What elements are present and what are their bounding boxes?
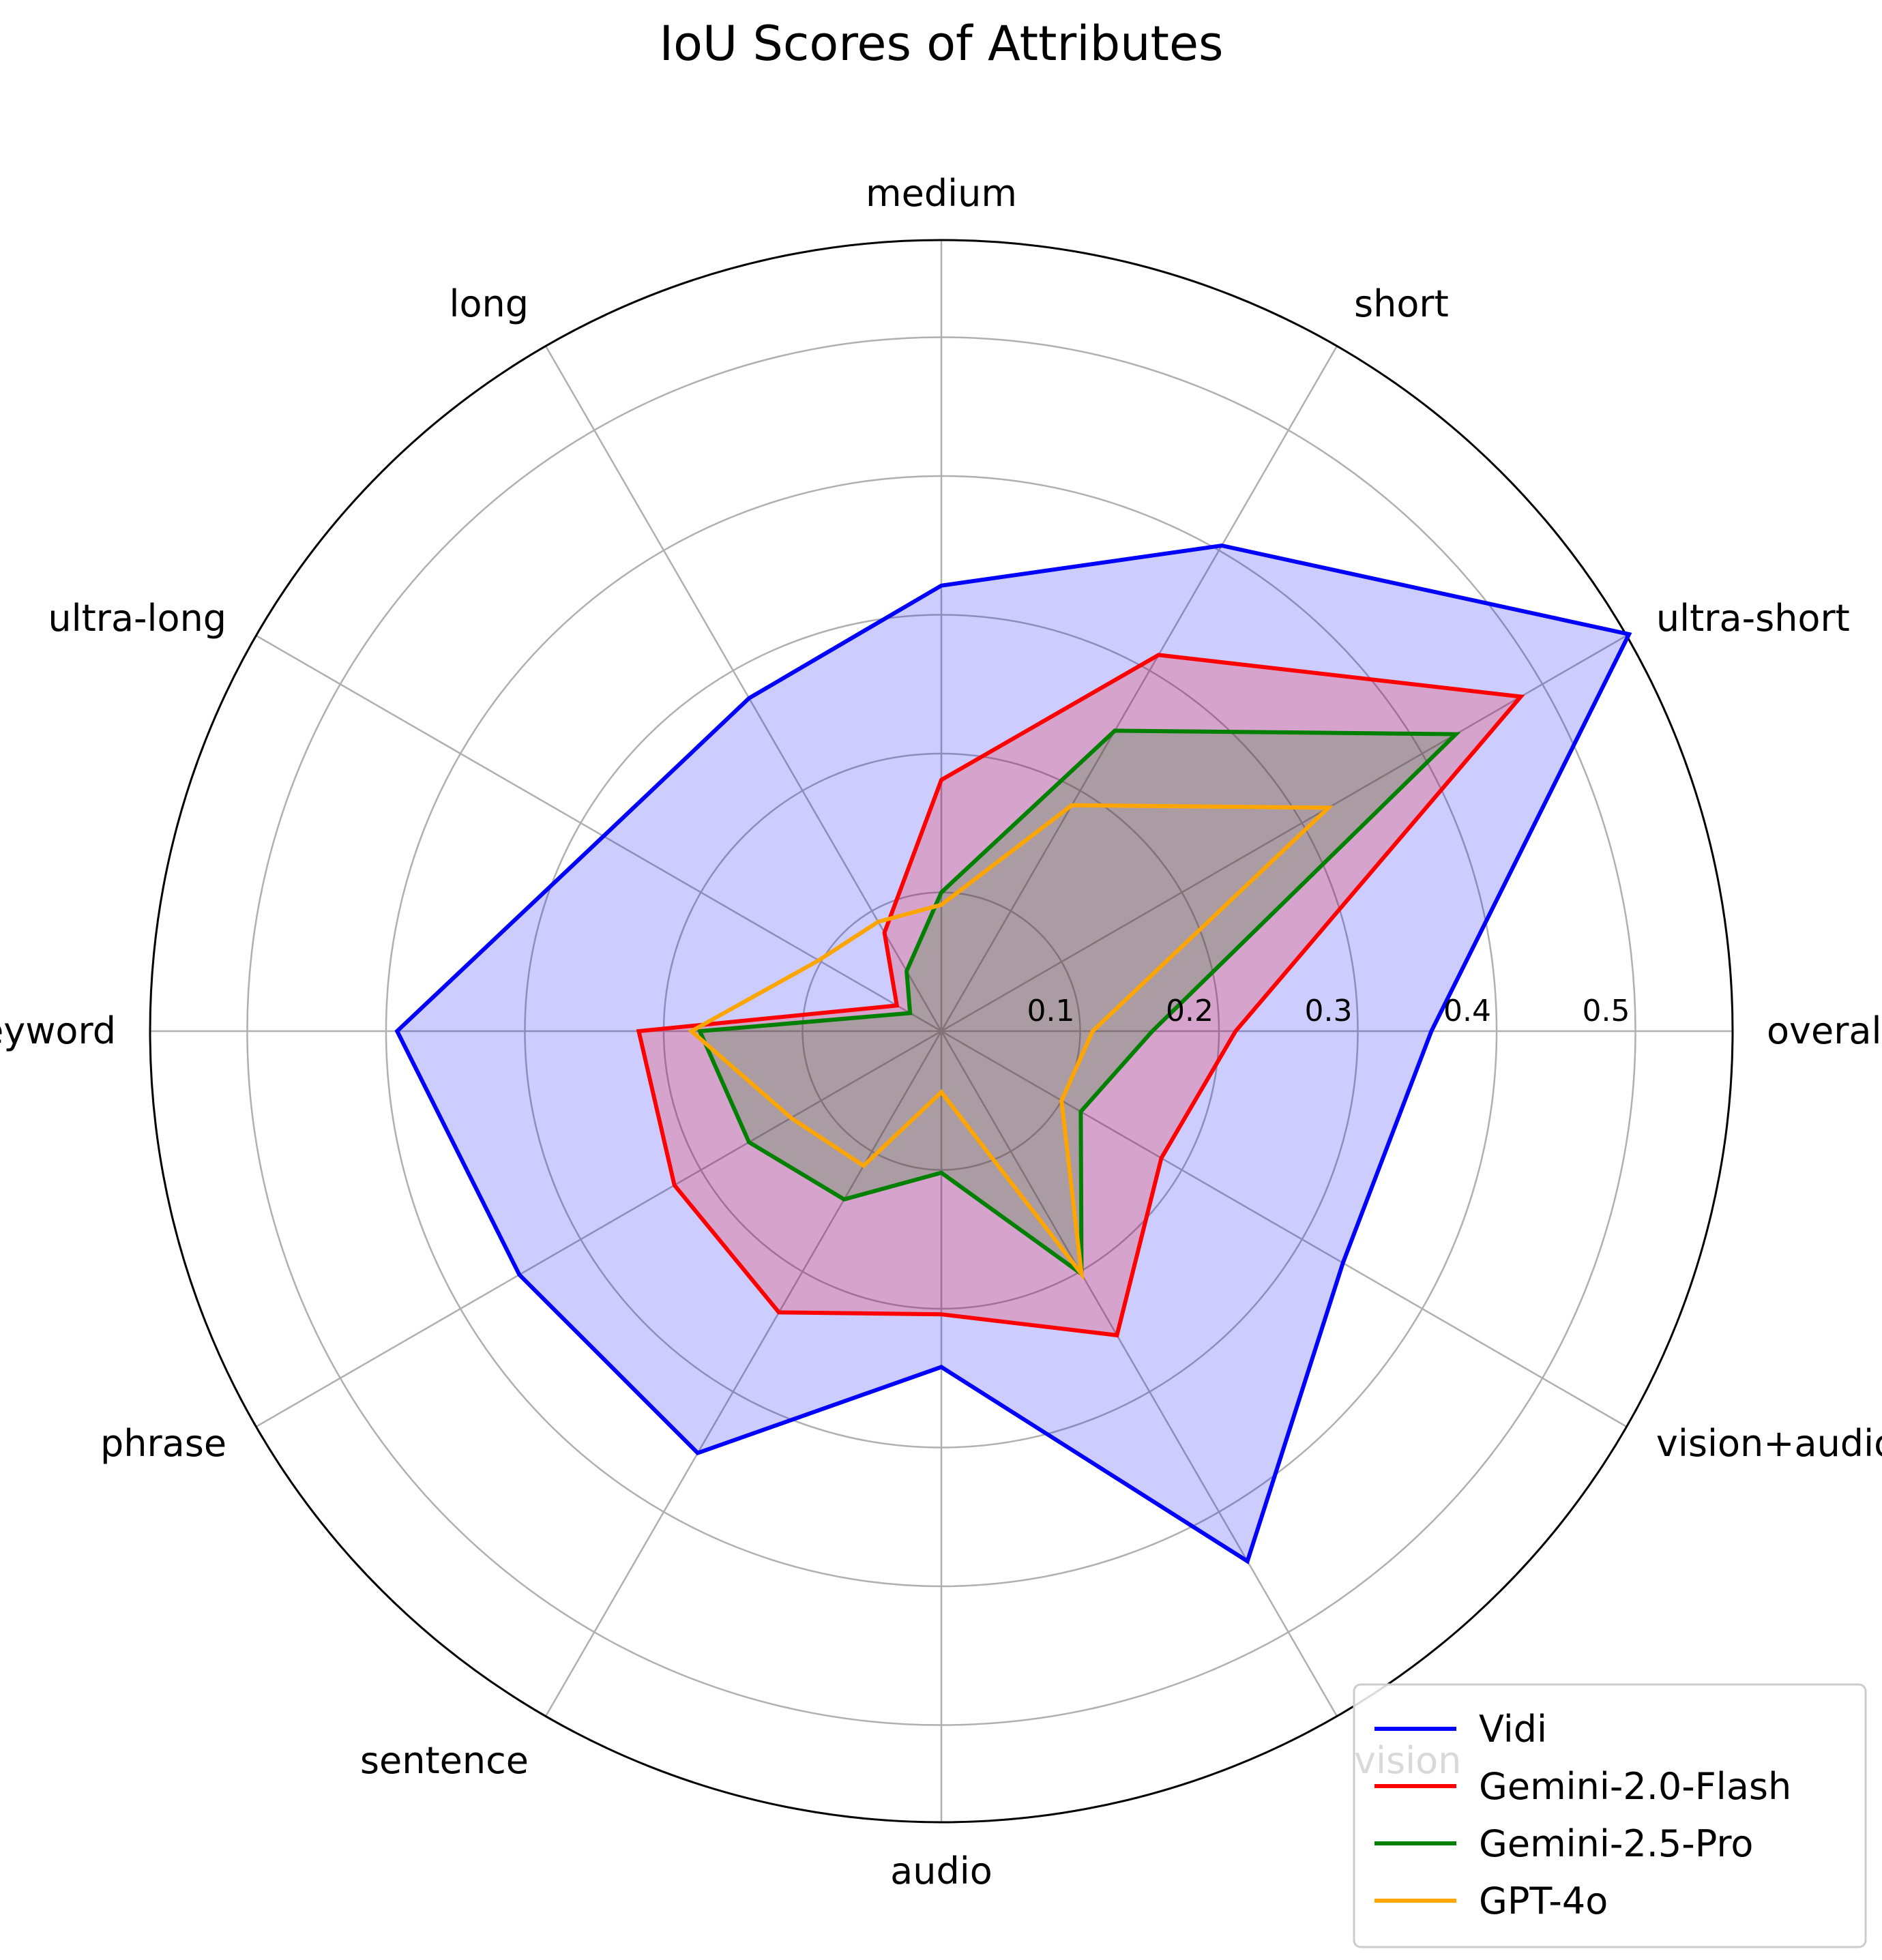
legend-label-vidi: Vidi — [1479, 1708, 1547, 1751]
series-line-gemini-2-0-flash — [636, 653, 1525, 1338]
axis-label-ultra-long: ultra-long — [48, 597, 226, 640]
series-line-vidi — [394, 543, 1632, 1564]
axis-label-overall: overall — [1767, 1009, 1882, 1052]
legend-label-gemini-2-0-flash: Gemini-2.0-Flash — [1479, 1765, 1791, 1808]
axis-label-vision-audio: vision+audio — [1656, 1422, 1882, 1465]
axis-label-medium: medium — [866, 172, 1017, 215]
spoke-phrase — [255, 1030, 942, 1428]
radial-tick-label-0-5: 0.5 — [1583, 994, 1630, 1028]
series-layer — [394, 543, 1632, 1564]
legend-label-gemini-2-5-pro: Gemini-2.5-Pro — [1479, 1822, 1753, 1865]
axis-label-audio: audio — [890, 1850, 993, 1892]
radial-tick-label-0-1: 0.1 — [1027, 994, 1075, 1028]
axis-label-long: long — [449, 282, 529, 325]
spoke-short — [940, 345, 1338, 1032]
axis-label-short: short — [1354, 282, 1449, 325]
legend-label-gpt-4o: GPT-4o — [1479, 1880, 1608, 1922]
series-fill-vidi — [397, 546, 1630, 1562]
axis-label-phrase: phrase — [100, 1422, 226, 1465]
grid-layer — [149, 239, 1734, 1824]
outer-boundary — [149, 239, 1734, 1824]
series-line-gpt-4o — [688, 803, 1334, 1281]
legend: Vidi Gemini-2.0-Flash Gemini-2.5-Pro GPT-4o — [1353, 1683, 1867, 1948]
radial-tick-label-0-3: 0.3 — [1305, 994, 1353, 1028]
spoke-ultra-long — [255, 634, 942, 1033]
spoke-vision — [940, 1030, 1338, 1717]
tick-layer: 0.1 0.2 0.3 0.4 0.5 — [1027, 994, 1630, 1028]
spoke-vision-audio — [941, 1030, 1628, 1428]
axis-label-sentence: sentence — [360, 1739, 529, 1782]
axis-label-keyword: keyword — [0, 1009, 116, 1052]
spoke-ultra-short — [941, 634, 1628, 1033]
legend-frame — [1353, 1683, 1867, 1948]
axis-label-ultra-short: ultra-short — [1656, 597, 1850, 640]
chart-title: IoU Scores of Attributes — [659, 16, 1223, 72]
radial-tick-label-0-4: 0.4 — [1443, 994, 1491, 1028]
spoke-long — [544, 345, 943, 1032]
spoke-sentence — [544, 1030, 943, 1717]
radial-tick-label-0-2: 0.2 — [1166, 994, 1214, 1028]
